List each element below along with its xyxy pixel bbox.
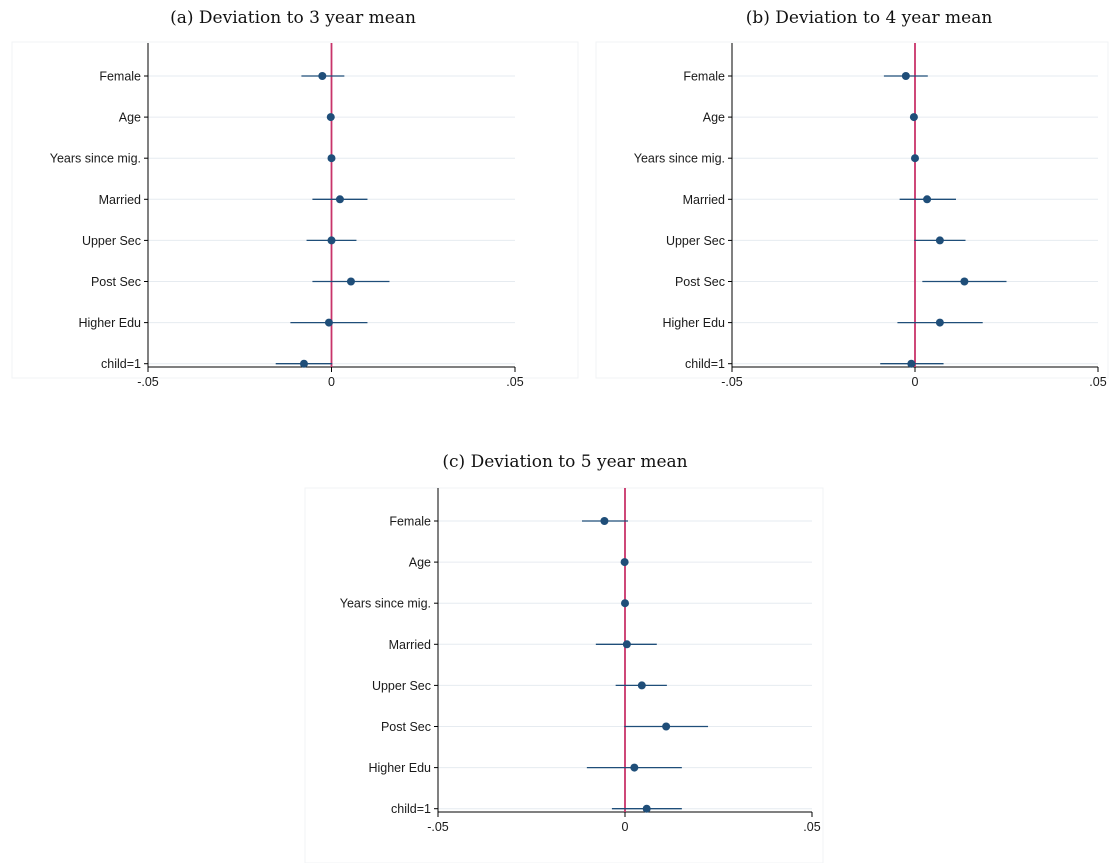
point-estimate-b [960, 277, 969, 286]
point-estimate-c [630, 763, 639, 772]
category-label-a: Married [99, 193, 141, 207]
category-label-c: Years since mig. [340, 597, 431, 611]
point-estimate-a [326, 113, 335, 122]
point-estimate-b [901, 72, 910, 80]
category-label-b: Married [683, 193, 725, 207]
category-label-a: Age [119, 111, 141, 125]
x-tick-label-b: -.05 [721, 375, 743, 389]
point-estimate-c [622, 640, 631, 649]
category-label-b: Upper Sec [666, 234, 725, 248]
category-label-c: Post Sec [381, 720, 431, 734]
point-estimate-c [621, 599, 629, 608]
category-label-c: Married [389, 638, 431, 652]
category-label-c: Higher Edu [368, 761, 431, 775]
point-estimate-a [318, 72, 327, 80]
point-estimate-a [327, 154, 336, 163]
point-estimate-c [637, 681, 646, 690]
point-estimate-b [935, 318, 944, 327]
category-label-b: Higher Edu [662, 316, 725, 330]
category-label-b: child=1 [685, 357, 725, 371]
category-label-b: Post Sec [675, 275, 725, 289]
category-label-c: Upper Sec [372, 679, 431, 693]
chart-b-title: (b) Deviation to 4 year mean [745, 8, 993, 28]
chart-a-title: (a) Deviation to 3 year mean [170, 8, 416, 28]
category-label-b: Age [703, 111, 725, 125]
point-estimate-b [935, 236, 944, 245]
point-estimate-a [299, 359, 308, 368]
point-estimate-a [324, 318, 333, 327]
x-tick-label-c: 0 [622, 820, 629, 834]
point-estimate-b [907, 359, 916, 368]
point-estimate-c [600, 517, 609, 525]
point-estimate-c [642, 804, 651, 813]
x-tick-label-a: -.05 [137, 375, 159, 389]
category-label-a: Upper Sec [82, 234, 141, 248]
plot-background-b [595, 41, 1109, 379]
x-tick-label-a: .05 [506, 375, 523, 389]
point-estimate-a [327, 236, 336, 245]
category-label-b: Female [683, 70, 725, 84]
category-label-a: Years since mig. [50, 152, 141, 166]
category-label-a: Higher Edu [78, 316, 141, 330]
category-label-c: Age [409, 556, 431, 570]
x-tick-label-b: .05 [1089, 375, 1106, 389]
category-label-c: Female [389, 515, 431, 529]
x-tick-label-b: 0 [912, 375, 919, 389]
point-estimate-b [923, 195, 932, 204]
x-tick-label-a: 0 [328, 375, 335, 389]
x-tick-label-c: .05 [803, 820, 820, 834]
point-estimate-a [346, 277, 355, 286]
chart-c-title: (c) Deviation to 5 year mean [442, 452, 688, 472]
point-estimate-c [620, 558, 629, 567]
category-label-c: child=1 [391, 802, 431, 816]
point-estimate-b [911, 154, 919, 163]
point-estimate-a [335, 195, 344, 204]
x-tick-label-c: -.05 [427, 820, 449, 834]
category-label-a: Post Sec [91, 275, 141, 289]
category-label-b: Years since mig. [634, 152, 725, 166]
point-estimate-b [909, 113, 918, 122]
plot-background-c [304, 487, 824, 863]
category-label-a: child=1 [101, 357, 141, 371]
category-label-a: Female [99, 70, 141, 84]
point-estimate-c [662, 722, 671, 731]
